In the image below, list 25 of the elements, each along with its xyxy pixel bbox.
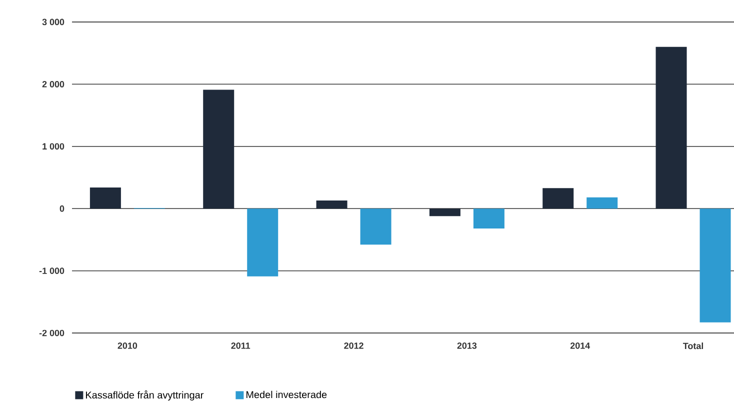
bar [700, 208, 731, 322]
x-tick-label: 2011 [231, 342, 250, 349]
y-tick-label: -1 000 [39, 268, 64, 274]
bar [656, 46, 687, 209]
x-tick-label: 2012 [344, 342, 364, 349]
x-tick-label: Total [682, 342, 704, 350]
bar [586, 197, 618, 209]
bar [360, 208, 392, 245]
bar [316, 200, 348, 209]
x-tick-label: 2013 [457, 342, 477, 349]
bar [429, 208, 460, 216]
y-tick-label: 0 [60, 205, 64, 212]
x-tick-label: 2014 [570, 342, 590, 349]
legend-label: Kassaflöde från avyttringar [86, 390, 204, 401]
bar [473, 208, 504, 229]
bar [542, 188, 574, 209]
legend-label: Medel investerade [246, 390, 327, 398]
bar [90, 187, 121, 209]
y-tick-label: 3 000 [42, 18, 64, 26]
bar [247, 208, 278, 276]
y-tick-label: 2 000 [42, 81, 64, 88]
y-tick-label: -2 000 [39, 330, 64, 336]
x-tick-label: 2010 [118, 342, 138, 349]
bar [203, 90, 234, 209]
y-tick-label: 1 000 [42, 143, 64, 150]
